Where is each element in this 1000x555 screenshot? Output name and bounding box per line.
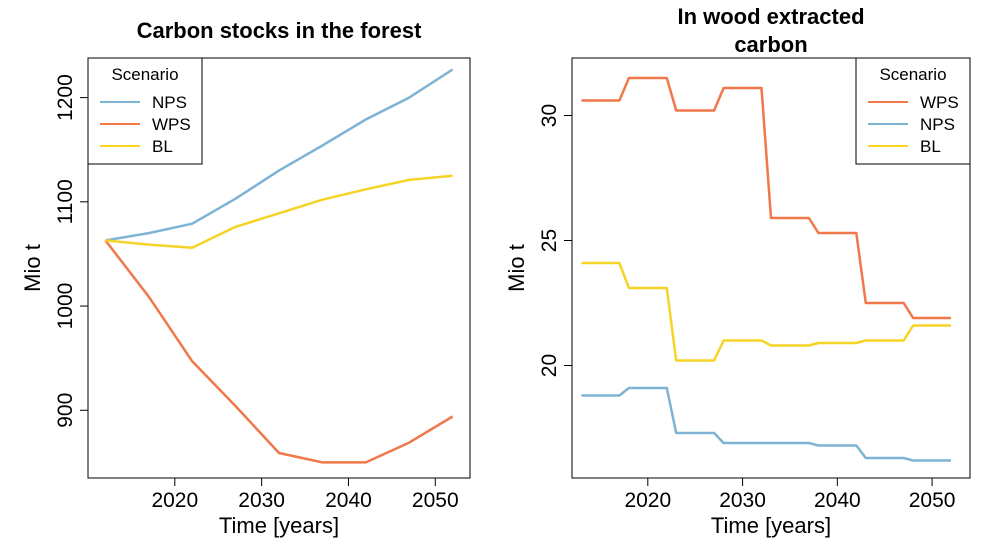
legend-label-wps: WPS bbox=[920, 93, 959, 112]
legend-title: Scenario bbox=[111, 65, 178, 84]
series-line-wps bbox=[104, 239, 454, 464]
x-tick-label: 2020 bbox=[151, 489, 198, 512]
x-tick-label: 2050 bbox=[909, 489, 956, 512]
legend-label-nps: NPS bbox=[920, 115, 955, 134]
legend-label-nps: NPS bbox=[152, 93, 187, 112]
y-tick-label: 30 bbox=[538, 104, 561, 127]
legend-title: Scenario bbox=[879, 65, 946, 84]
x-tick-label: 2050 bbox=[412, 489, 459, 512]
y-axis-title: Mio t bbox=[504, 244, 529, 292]
x-tick-label: 2030 bbox=[238, 489, 285, 512]
x-tick-label: 2020 bbox=[624, 489, 671, 512]
series-line-nps bbox=[581, 386, 951, 462]
x-axis-title: Time [years] bbox=[711, 513, 831, 538]
y-axis-title: Mio t bbox=[20, 244, 45, 292]
legend-label-bl: BL bbox=[152, 137, 173, 156]
series-line-nps bbox=[105, 68, 454, 242]
x-axis-title: Time [years] bbox=[219, 513, 339, 538]
series-line-bl bbox=[581, 261, 951, 362]
chart-title-line-2: carbon bbox=[734, 32, 807, 57]
series-line-wps bbox=[581, 76, 951, 320]
series-line-bl bbox=[105, 174, 453, 249]
y-tick-label: 1200 bbox=[54, 74, 77, 121]
plot-frame bbox=[87, 57, 471, 479]
legend: Scenario NPS WPS BL bbox=[87, 57, 203, 165]
y-tick-label: 20 bbox=[538, 354, 561, 377]
y-tick-label: 1000 bbox=[54, 283, 77, 330]
y-tick-label: 1100 bbox=[54, 179, 77, 224]
legend-label-wps: WPS bbox=[152, 115, 191, 134]
chart-title: Carbon stocks in the forest bbox=[137, 18, 423, 43]
chart-title-line-1: In wood extracted bbox=[677, 4, 864, 29]
plot-frame bbox=[571, 57, 971, 479]
legend-box bbox=[855, 57, 971, 165]
legend: Scenario WPS NPS BL bbox=[855, 57, 971, 165]
legend-label-bl: BL bbox=[920, 137, 941, 156]
x-tick-label: 2040 bbox=[814, 489, 861, 512]
chart-carbon-stocks: Carbon stocks in the forest 2020 2030 2040 2… bbox=[20, 18, 471, 538]
x-tick-label: 2040 bbox=[325, 489, 372, 512]
y-tick-label: 900 bbox=[54, 393, 77, 428]
y-tick-label: 25 bbox=[538, 229, 561, 252]
x-tick-label: 2030 bbox=[719, 489, 766, 512]
